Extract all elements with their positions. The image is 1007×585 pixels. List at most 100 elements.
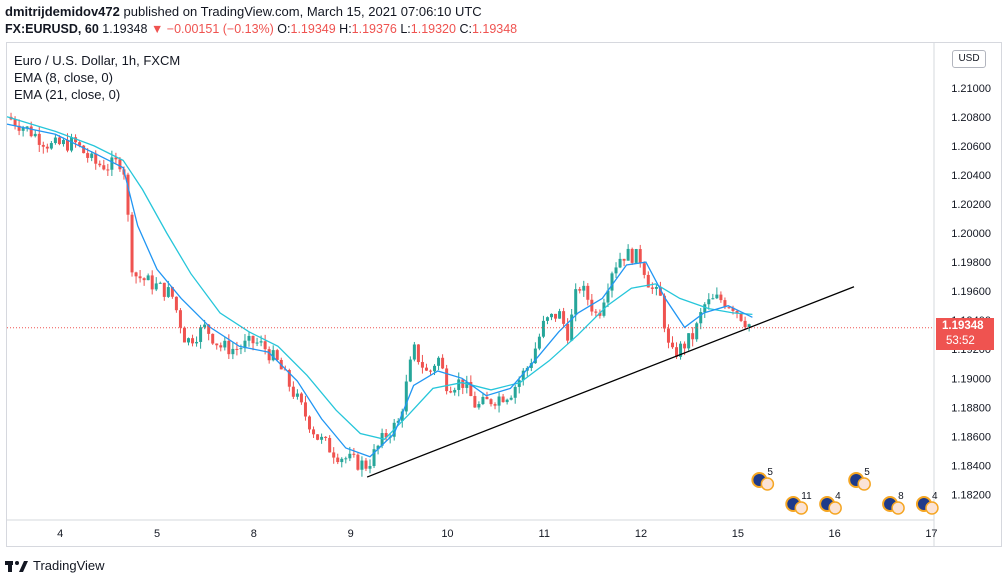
candle-body[interactable] (420, 362, 424, 368)
candle-body[interactable] (126, 174, 130, 215)
candle-body[interactable] (247, 335, 251, 341)
candle-body[interactable] (158, 282, 162, 284)
candle-body[interactable] (25, 126, 29, 128)
candle-body[interactable] (235, 348, 239, 350)
author-name[interactable]: dmitrijdemidov472 (5, 4, 120, 19)
candle-body[interactable] (134, 272, 138, 277)
candle-body[interactable] (106, 169, 110, 171)
candle-body[interactable] (590, 299, 594, 312)
candle-body[interactable] (739, 313, 743, 321)
event-marker-icon[interactable] (891, 501, 905, 515)
candle-body[interactable] (356, 454, 360, 470)
event-marker-icon[interactable] (794, 501, 809, 515)
candle-body[interactable] (138, 276, 142, 279)
candle-body[interactable] (658, 286, 662, 296)
candle-body[interactable] (364, 460, 368, 469)
candle-body[interactable] (267, 349, 271, 361)
candle-body[interactable] (255, 342, 259, 344)
candle-body[interactable] (465, 381, 469, 388)
candle-body[interactable] (98, 163, 102, 166)
candle-body[interactable] (37, 133, 41, 145)
candle-body[interactable] (275, 350, 279, 360)
candle-body[interactable] (328, 437, 332, 453)
candle-body[interactable] (348, 453, 352, 459)
candle-body[interactable] (509, 397, 513, 400)
candle-body[interactable] (412, 344, 416, 360)
candle-body[interactable] (299, 393, 303, 403)
candle-body[interactable] (719, 294, 723, 301)
candle-body[interactable] (598, 312, 602, 316)
candle-body[interactable] (529, 363, 533, 368)
candle-body[interactable] (505, 399, 509, 403)
candle-body[interactable] (489, 399, 493, 405)
candle-body[interactable] (743, 320, 747, 328)
candle-body[interactable] (582, 285, 586, 291)
candle-body[interactable] (207, 324, 211, 334)
support-trendline[interactable] (366, 286, 855, 478)
candle-body[interactable] (380, 433, 384, 446)
candle-body[interactable] (723, 300, 727, 308)
candle-body[interactable] (453, 389, 457, 393)
candle-body[interactable] (114, 157, 118, 160)
candle-body[interactable] (473, 396, 477, 408)
candle-body[interactable] (243, 340, 247, 349)
candle-body[interactable] (441, 357, 445, 369)
candle-body[interactable] (574, 289, 578, 315)
candle-body[interactable] (699, 312, 703, 324)
candle-body[interactable] (537, 336, 541, 349)
candle-body[interactable] (683, 343, 687, 349)
candle-body[interactable] (671, 342, 674, 348)
candle-body[interactable] (614, 267, 618, 274)
candle-body[interactable] (215, 343, 219, 346)
candle-body[interactable] (78, 142, 82, 146)
candle-body[interactable] (429, 370, 432, 372)
candle-body[interactable] (17, 125, 21, 131)
candle-body[interactable] (360, 460, 364, 470)
event-marker-icon[interactable] (925, 501, 939, 515)
candle-body[interactable] (291, 386, 295, 397)
candle-body[interactable] (90, 153, 94, 158)
candle-body[interactable] (433, 365, 437, 372)
candle-body[interactable] (469, 381, 473, 397)
candle-body[interactable] (219, 345, 223, 348)
candle-body[interactable] (650, 287, 654, 289)
candle-body[interactable] (408, 359, 412, 382)
candle-body[interactable] (130, 214, 134, 273)
candle-body[interactable] (372, 449, 376, 467)
candle-body[interactable] (187, 338, 190, 343)
candle-body[interactable] (368, 466, 372, 469)
candle-body[interactable] (287, 370, 291, 387)
candle-body[interactable] (626, 248, 630, 261)
candle-body[interactable] (211, 333, 215, 344)
candle-body[interactable] (711, 298, 715, 300)
candle-body[interactable] (445, 368, 449, 392)
candle-body[interactable] (74, 137, 78, 143)
candle-body[interactable] (239, 348, 243, 350)
candle-body[interactable] (352, 453, 356, 455)
candle-body[interactable] (162, 282, 166, 297)
candle-body[interactable] (195, 341, 199, 344)
candle-body[interactable] (747, 324, 751, 328)
candle-body[interactable] (662, 295, 666, 329)
candle-body[interactable] (150, 275, 154, 290)
legend-ema-fast[interactable]: EMA (8, close, 0) (14, 70, 113, 85)
candle-body[interactable] (142, 278, 146, 281)
candle-body[interactable] (622, 258, 626, 261)
candle-body[interactable] (654, 286, 658, 289)
candle-body[interactable] (646, 274, 650, 288)
candle-body[interactable] (666, 328, 670, 343)
candle-body[interactable] (320, 436, 324, 440)
candle-body[interactable] (554, 313, 558, 319)
candle-body[interactable] (336, 457, 340, 463)
candle-body[interactable] (94, 153, 98, 164)
candle-body[interactable] (166, 287, 170, 297)
candle-body[interactable] (118, 159, 122, 170)
candle-body[interactable] (630, 248, 634, 263)
candle-body[interactable] (731, 307, 735, 311)
event-marker-icon[interactable] (760, 477, 775, 491)
candle-body[interactable] (610, 273, 614, 291)
candle-body[interactable] (203, 324, 207, 328)
candle-body[interactable] (517, 380, 521, 387)
candle-body[interactable] (154, 283, 158, 290)
candle-body[interactable] (586, 285, 590, 300)
